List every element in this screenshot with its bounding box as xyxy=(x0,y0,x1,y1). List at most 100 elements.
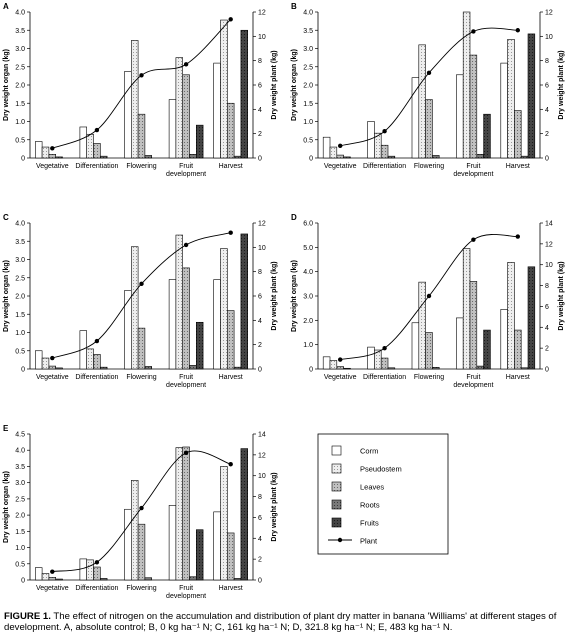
bar-fruits xyxy=(240,233,248,370)
plant-point xyxy=(515,28,520,33)
y-tick-label: 2.5 xyxy=(303,64,313,71)
bar-corm xyxy=(367,346,375,370)
y-tick-label: 1.0 xyxy=(15,545,25,552)
legend-swatch xyxy=(331,445,342,456)
figure-caption: FIGURE 1. The effect of nitrogen on the … xyxy=(4,611,576,633)
bar-pseudostem xyxy=(86,133,94,159)
legend-item-plant: Plant xyxy=(328,537,378,546)
x-tick-label: development xyxy=(453,171,493,178)
caption-label: FIGURE 1. xyxy=(4,611,51,622)
bar-pseudostem xyxy=(175,57,183,159)
plant-point xyxy=(382,129,387,134)
bar-corm xyxy=(213,511,221,581)
y2-tick-label: 2 xyxy=(258,131,262,138)
bar-roots xyxy=(233,155,242,159)
y2-tick-label: 10 xyxy=(258,245,266,252)
bar-pseudostem xyxy=(175,447,183,581)
bar-corm xyxy=(168,99,177,159)
y2-tick-label: 14 xyxy=(545,221,553,228)
bar-roots xyxy=(100,155,108,159)
bar-leaves xyxy=(336,154,344,159)
bar-roots xyxy=(144,577,152,581)
caption-text: The effect of nitrogen on the accumulati… xyxy=(4,611,557,633)
bar-fruits xyxy=(527,33,536,159)
bar-pseudostem xyxy=(41,146,50,159)
y2-tick-label: 6 xyxy=(258,515,262,522)
y-tick-label: 0.5 xyxy=(15,348,25,355)
y-tick-label: 3.5 xyxy=(303,28,313,35)
bar-roots xyxy=(233,578,242,581)
plant-point xyxy=(183,242,189,248)
bar-fruits xyxy=(196,124,204,159)
chart-panel-C: C 0 0.5 1.0 1.5 2.0 2.5 3.0 3.5 4.0 0 2 4 6 8 10 12 Dry w… xyxy=(3,213,278,389)
bar-leaves xyxy=(425,99,433,159)
bar-roots xyxy=(100,578,108,581)
y2-tick-label: 8 xyxy=(258,58,262,65)
plant-point xyxy=(382,345,387,351)
plant-point xyxy=(94,560,100,565)
x-tick-label: Vegetative xyxy=(324,374,357,381)
bar-corm xyxy=(34,350,43,370)
y2-tick-label: 12 xyxy=(258,10,266,17)
y-tick-label: 2.5 xyxy=(15,64,25,71)
bar-leaves xyxy=(469,281,478,370)
y-tick-label: 1.0 xyxy=(303,342,313,349)
legend-label: Fruits xyxy=(360,519,379,528)
bar-corm xyxy=(213,279,221,370)
x-tick-label: Differentiation xyxy=(75,163,118,170)
plant-point xyxy=(515,234,520,239)
bar-roots xyxy=(100,366,108,370)
bar-corm xyxy=(456,317,464,370)
y-tick-label: 3.0 xyxy=(15,257,25,264)
bar-roots xyxy=(343,156,351,159)
panel-label: C xyxy=(3,213,9,222)
y-axis-title: Dry weight organ (kg) xyxy=(291,260,298,332)
bar-roots xyxy=(233,366,242,370)
y-tick-label: 4.0 xyxy=(15,221,25,228)
y-tick-label: 2.0 xyxy=(15,83,25,90)
bar-leaves xyxy=(380,357,389,370)
legend-label: Pseudostem xyxy=(360,465,402,474)
x-tick-label: Vegetative xyxy=(36,374,69,381)
x-tick-label: Flowering xyxy=(126,374,156,381)
y2-axis-title: Dry weight plant (kg) xyxy=(271,261,278,330)
legend-swatch-marker xyxy=(337,537,343,543)
y2-tick-label: 10 xyxy=(545,34,553,41)
y-axis-title: Dry weight organ (kg) xyxy=(3,260,10,332)
y-tick-label: 1.5 xyxy=(15,101,25,108)
bar-roots xyxy=(189,365,197,370)
bar-pseudostem xyxy=(220,19,228,159)
panel-label: B xyxy=(291,2,297,11)
x-tick-label: development xyxy=(453,382,493,389)
bar-fruits xyxy=(240,448,248,581)
plant-point xyxy=(139,73,144,78)
bar-corm xyxy=(79,126,88,159)
chart-panel-E: E 0 0.5 1.0 1.5 2.0 2.5 3.0 3.5 4.0 4.5 0 2 4 6 8 10 12 14… xyxy=(3,424,278,600)
y-tick-label: 2.0 xyxy=(15,513,25,520)
y-tick-label: 1.0 xyxy=(303,119,313,126)
y-tick-label: 6.0 xyxy=(303,221,313,228)
y-tick-label: 1.0 xyxy=(15,119,25,126)
panel-label: D xyxy=(291,213,297,222)
y2-tick-label: 6 xyxy=(545,304,549,311)
bar-pseudostem xyxy=(220,248,228,370)
bar-leaves xyxy=(425,332,433,370)
bar-leaves xyxy=(182,446,190,581)
legend-label: Leaves xyxy=(360,483,384,492)
y-tick-label: 3.0 xyxy=(303,294,313,301)
bar-pseudostem xyxy=(131,246,139,370)
bar-roots xyxy=(144,366,152,370)
bar-corm xyxy=(124,290,132,370)
plant-point xyxy=(139,281,144,287)
bar-pseudostem xyxy=(131,40,139,159)
plant-point xyxy=(228,462,233,467)
y-tick-label: 4.5 xyxy=(15,432,25,439)
y2-tick-label: 0 xyxy=(545,367,549,374)
y2-tick-label: 8 xyxy=(545,58,549,65)
plant-point xyxy=(426,70,432,76)
bar-leaves xyxy=(48,154,57,159)
plant-point xyxy=(338,143,343,149)
bar-roots xyxy=(476,154,484,159)
y-tick-label: 3.0 xyxy=(15,480,25,487)
